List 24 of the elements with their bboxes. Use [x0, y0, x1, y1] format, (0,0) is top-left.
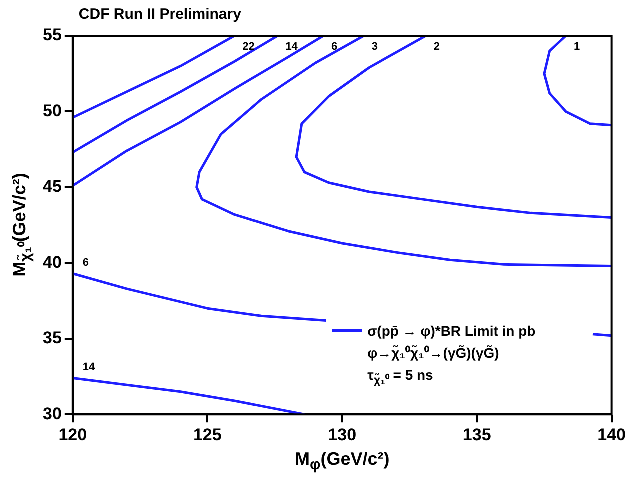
- x-tick-label: 135: [462, 425, 492, 444]
- text: 14: [286, 41, 298, 53]
- legend-title: σ(pp̄ → φ)*BR Limit in pb: [368, 322, 536, 341]
- chart-title: CDF Run II Preliminary: [78, 6, 242, 23]
- y-tick-label: 55: [42, 26, 62, 45]
- x-tick-label: 125: [193, 425, 222, 444]
- series-label: 3: [372, 41, 378, 53]
- y-tick-label: 30: [42, 404, 62, 424]
- y-tick-label: 45: [42, 177, 62, 196]
- series-label: 14: [82, 361, 96, 374]
- x-axis-title: M$_{φ}$(GeV/c²): [294, 448, 391, 474]
- series-label: 6: [82, 256, 90, 269]
- y-tick-label: 40: [42, 252, 62, 272]
- series-label: 1: [574, 41, 580, 53]
- y-tick-label: 50: [42, 101, 62, 120]
- x-tick-label: 140: [598, 425, 626, 444]
- text: 6: [332, 41, 338, 53]
- y-tick-label: 35: [42, 328, 62, 348]
- annotation: φ→χ̃₁⁰χ̃₁⁰→(γG̃)(γG̃): [368, 344, 500, 363]
- series-label: 2: [434, 41, 440, 53]
- x-tick-label: 130: [328, 425, 357, 444]
- annotation: τ$_{χ̃₁⁰}$ = 5 ns: [368, 366, 434, 389]
- x-tick-label: 120: [58, 425, 88, 444]
- series-label: 22: [242, 41, 255, 53]
